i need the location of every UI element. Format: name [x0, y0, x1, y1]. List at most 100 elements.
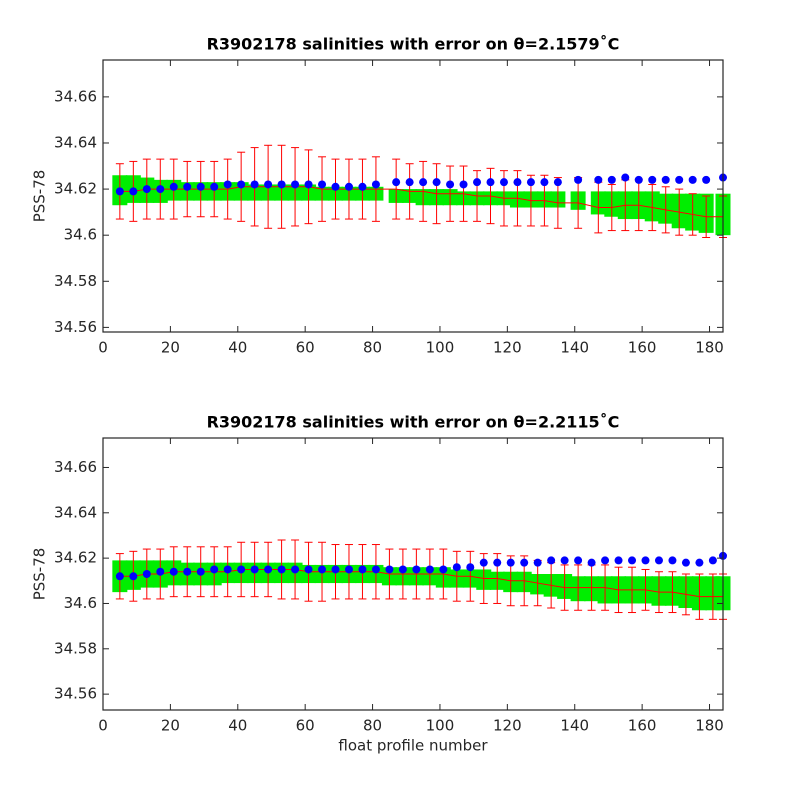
float-point	[156, 185, 165, 194]
float-point	[264, 180, 273, 189]
float-point	[196, 567, 205, 576]
float-point	[291, 565, 300, 574]
float-point	[358, 565, 367, 574]
float-point	[344, 182, 353, 191]
float-point	[466, 563, 475, 572]
float-point	[169, 182, 178, 191]
float-point	[648, 175, 657, 184]
axes-box	[102, 437, 724, 711]
x-tick-label: 40	[228, 339, 247, 357]
y-tick-label: 34.62	[54, 180, 97, 198]
float-point	[398, 565, 407, 574]
y-tick-label: 34.6	[64, 594, 97, 612]
float-point	[473, 178, 482, 187]
float-point	[553, 178, 562, 187]
float-point	[479, 558, 488, 567]
plot: 0 20 40 60 80 100 120 140 160 180 34.56 34.58 34.6 34…	[31, 413, 731, 755]
float-point	[661, 175, 670, 184]
x-tick-label: 140	[560, 717, 589, 735]
float-point	[358, 182, 367, 191]
float-point	[459, 180, 468, 189]
float-point	[594, 175, 603, 184]
float-point	[675, 175, 684, 184]
float-point	[607, 175, 616, 184]
x-tick-label: 20	[161, 339, 180, 357]
float-point	[331, 182, 340, 191]
x-tick-label: 100	[426, 339, 455, 357]
float-point	[277, 180, 286, 189]
float-point	[695, 558, 704, 567]
float-point	[183, 567, 192, 576]
x-tick-label: 100	[426, 717, 455, 735]
float-point	[668, 556, 677, 565]
y-tick-label: 34.6	[64, 226, 97, 244]
float-point	[628, 556, 637, 565]
float-point	[291, 180, 300, 189]
float-point	[540, 178, 549, 187]
float-point	[574, 175, 583, 184]
x-tick-label: 60	[296, 339, 315, 357]
float-point	[621, 173, 630, 182]
float-point	[452, 563, 461, 572]
float-point	[493, 558, 502, 567]
float-point	[318, 565, 327, 574]
y-axis-label: PSS-78	[31, 170, 49, 223]
float-point	[156, 567, 165, 576]
float-point	[392, 178, 401, 187]
y-tick-label: 34.56	[54, 318, 97, 336]
float-point	[237, 180, 246, 189]
float-point	[688, 175, 697, 184]
float-point	[250, 180, 259, 189]
float-point	[304, 565, 313, 574]
float-point	[331, 565, 340, 574]
float-point	[250, 565, 259, 574]
float-point	[520, 558, 529, 567]
float-point	[587, 558, 596, 567]
float-point	[439, 565, 448, 574]
float-point	[681, 558, 690, 567]
y-tick-label: 34.66	[54, 87, 97, 105]
float-point	[318, 180, 327, 189]
float-point	[506, 558, 515, 567]
y-tick-label: 34.64	[54, 133, 97, 151]
axes-box	[102, 59, 724, 333]
float-point	[499, 178, 508, 187]
x-tick-label: 140	[560, 339, 589, 357]
x-axis-label: float profile number	[338, 737, 488, 755]
mapped-line	[119, 568, 723, 598]
plot: 0 20 40 60 80 100 120 140 160 180 34.56 34.58 34.6 34…	[31, 35, 731, 357]
float-point	[371, 565, 380, 574]
float-point	[196, 182, 205, 191]
float-point	[601, 556, 610, 565]
float-point	[702, 175, 711, 184]
float-point	[513, 178, 522, 187]
x-tick-label: 160	[628, 339, 657, 357]
x-tick-label: 120	[493, 717, 522, 735]
float-point	[115, 187, 124, 196]
float-point	[277, 565, 286, 574]
float-point	[432, 178, 441, 187]
x-tick-label: 160	[628, 717, 657, 735]
float-point	[210, 182, 219, 191]
y-tick-label: 34.62	[54, 549, 97, 567]
float-point	[641, 556, 650, 565]
x-tick-label: 0	[98, 717, 108, 735]
float-point	[486, 178, 495, 187]
float-point	[264, 565, 273, 574]
float-point	[129, 187, 138, 196]
float-point	[446, 180, 455, 189]
y-tick-label: 34.58	[54, 272, 97, 290]
float-point	[654, 556, 663, 565]
float-point	[405, 178, 414, 187]
x-tick-label: 40	[228, 717, 247, 735]
float-point	[142, 570, 151, 578]
float-point	[425, 565, 434, 574]
float-point	[560, 556, 569, 565]
x-tick-label: 80	[363, 339, 382, 357]
chart-title: R3902178 salinities with error on θ=2.15…	[207, 35, 620, 54]
float-point	[634, 175, 643, 184]
float-point	[526, 178, 535, 187]
float-point	[304, 180, 313, 189]
y-tick-label: 34.58	[54, 639, 97, 657]
